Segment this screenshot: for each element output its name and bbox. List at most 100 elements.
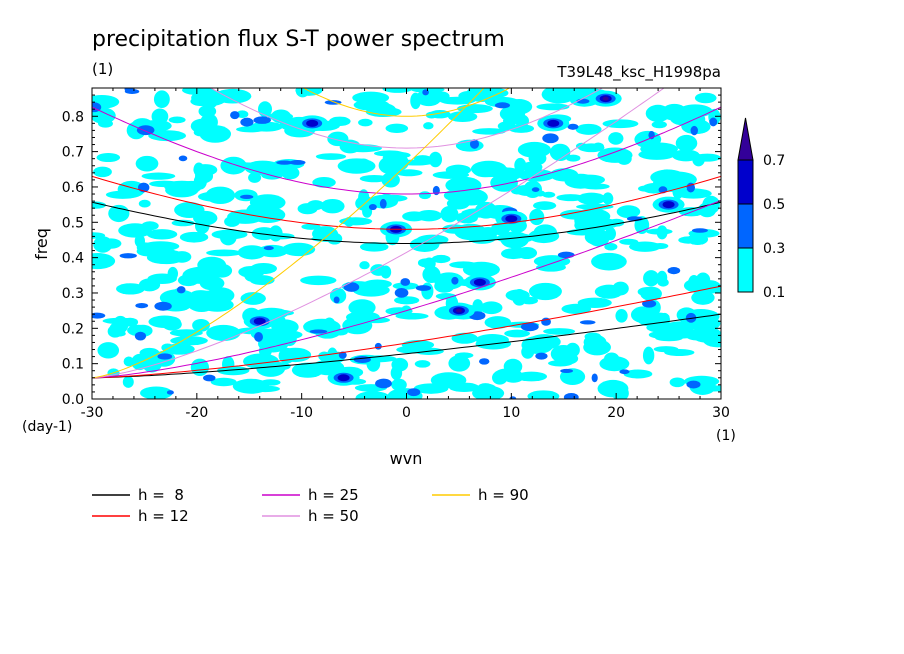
fill-blob — [323, 317, 336, 330]
fill-blob — [686, 380, 701, 389]
fill-blob — [97, 342, 120, 359]
fill-blob — [533, 224, 558, 241]
fill-blob — [168, 116, 186, 124]
fill-blob — [462, 261, 500, 278]
fill-blob — [549, 143, 571, 162]
fill-blob — [396, 345, 427, 354]
fill-blob — [154, 301, 172, 311]
y-tick-label: 0.8 — [62, 109, 84, 125]
fill-blob — [577, 192, 606, 205]
fill-blob — [338, 351, 347, 359]
fill-blob — [96, 152, 121, 163]
fill-blob — [352, 91, 390, 104]
fill-blob — [505, 289, 530, 302]
fill-blob — [447, 111, 478, 123]
fill-blob — [193, 162, 205, 177]
x-tick-label: 30 — [712, 405, 730, 421]
fill-blob — [648, 331, 671, 339]
fill-blob — [253, 116, 271, 124]
fill-blob — [276, 160, 293, 165]
fill-blob — [640, 142, 679, 156]
fill-blob — [250, 385, 280, 393]
fill-blob — [178, 155, 188, 162]
fill-blob — [521, 345, 535, 359]
fill-blob — [92, 94, 120, 109]
dispersion-curve — [92, 106, 721, 195]
fill-blob — [615, 308, 628, 323]
fill-blob — [542, 191, 556, 198]
fill-blob — [244, 269, 258, 282]
fill-blob — [135, 155, 159, 172]
fill-blob — [678, 104, 713, 118]
fill-blob — [685, 329, 707, 341]
fill-blob — [206, 324, 241, 341]
fill-blob — [472, 128, 506, 135]
y-tick-label: 0.0 — [62, 392, 84, 408]
fill-blob — [281, 166, 300, 180]
x-tick-label: 20 — [607, 405, 625, 421]
legend-label: h = 50 — [308, 507, 359, 525]
fill-blob — [374, 342, 382, 350]
fill-blob — [282, 242, 316, 257]
fill-blob — [179, 231, 209, 243]
fill-blob — [333, 296, 340, 304]
fill-blob — [301, 223, 321, 230]
fill-blob — [395, 169, 423, 177]
fill-blob — [228, 162, 263, 170]
fill-blob — [250, 121, 283, 132]
colorbar-label: 0.7 — [763, 153, 785, 169]
fill-blob — [608, 382, 619, 391]
fill-blob — [174, 202, 205, 218]
fill-blob — [92, 252, 116, 270]
fill-blob — [414, 360, 431, 368]
fill-blob — [192, 318, 210, 332]
legend-label: h = 12 — [138, 507, 189, 525]
fill-blob — [678, 236, 699, 244]
fill-blob — [320, 198, 345, 214]
fill-blob — [669, 377, 686, 388]
fill-blob — [445, 164, 472, 176]
fill-blob — [260, 379, 281, 386]
fill-blob — [591, 252, 627, 271]
fill-blob — [243, 353, 279, 370]
fill-blob — [528, 282, 562, 301]
fill-blob — [575, 123, 602, 135]
colorbar-segment — [737, 159, 754, 205]
fill-blob — [470, 160, 507, 178]
fill-blob — [382, 88, 413, 93]
fill-blob — [592, 142, 605, 152]
hotspot — [505, 215, 518, 223]
fill-blob — [477, 383, 494, 391]
fill-blob — [246, 202, 271, 221]
fill-blob — [385, 123, 409, 134]
fill-blob — [135, 302, 149, 309]
fill-blob — [597, 147, 633, 163]
fill-blob — [240, 194, 254, 199]
fill-blob — [167, 266, 179, 281]
fill-blob — [559, 209, 592, 220]
fill-blob — [659, 171, 697, 188]
fill-blob — [170, 336, 208, 346]
hotspot — [455, 308, 462, 313]
fill-blob — [279, 347, 312, 363]
fill-blob — [602, 119, 639, 129]
fill-blob — [456, 104, 493, 114]
fill-blob — [423, 122, 434, 130]
fill-blob — [688, 315, 721, 332]
fill-blob — [675, 134, 698, 152]
dispersion-curve — [92, 201, 721, 244]
dispersion-curve — [302, 88, 511, 117]
x-tick-label: -20 — [185, 405, 208, 421]
hotspot — [662, 201, 675, 209]
y-tick-label: 0.7 — [62, 145, 84, 161]
fill-blob — [206, 287, 235, 304]
fill-blob — [261, 162, 275, 177]
fill-blob — [479, 358, 490, 365]
fill-blob — [577, 297, 612, 308]
fill-blob — [342, 316, 373, 335]
fill-blob — [139, 347, 160, 358]
fill-blob — [370, 264, 387, 276]
fill-blob — [591, 373, 598, 383]
fill-blob — [604, 352, 620, 366]
fill-blob — [543, 328, 576, 335]
